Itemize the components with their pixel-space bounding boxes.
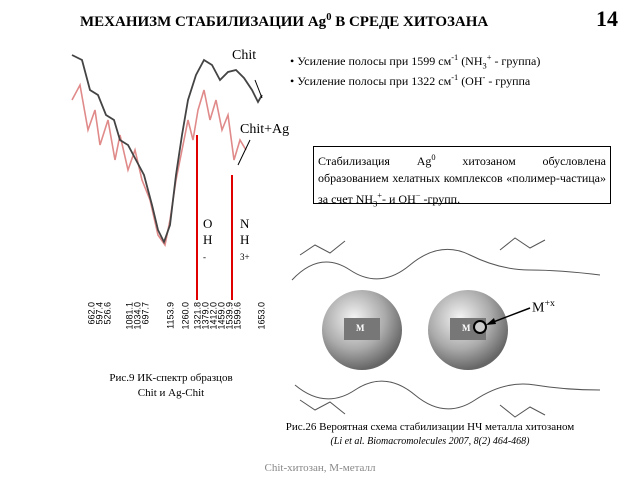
note-box: Стабилизация Ag0 хитозаном обусловлена о…: [313, 146, 611, 208]
text-run: В СРЕДЕ ХИТОЗАНА: [331, 14, 489, 30]
text-run: 0: [431, 153, 436, 162]
caption: Рис.9 ИК-спектр образцов: [109, 372, 233, 384]
text-run: - и OH: [382, 192, 416, 206]
title: МЕХАНИЗМ СТАБИЛИЗАЦИИ Ag0 В СРЕДЕ ХИТОЗА…: [80, 12, 488, 31]
band-label: N: [240, 216, 250, 231]
text-run: (OH: [458, 74, 483, 88]
bullet: Усиление полосы при 1599 см-1 (NH3+ - гр…: [290, 53, 540, 70]
text-run: 3: [482, 61, 487, 71]
footer: Chit-хитозан, М-металл: [264, 462, 376, 474]
text-run: Усиление полосы при 1322 см: [297, 74, 452, 88]
text-run: -: [482, 73, 486, 82]
text-run: - группа): [491, 54, 541, 68]
ion-label: M+x: [532, 298, 555, 317]
wavenumber-label: 662.0: [86, 302, 96, 325]
wavenumber-label: 1459.0: [216, 302, 226, 330]
band-label: H: [240, 232, 249, 247]
particle-label: M: [356, 323, 365, 333]
wavenumber-label: 697.7: [140, 302, 150, 325]
wavenumber-label: 1153.9: [165, 302, 175, 329]
text-run: 0: [326, 12, 332, 23]
band-label: Н: [203, 232, 212, 247]
wavenumber-label: 1260.0: [180, 302, 190, 330]
band-label: -: [203, 252, 206, 262]
band-label: 3+: [240, 252, 250, 262]
wavenumber-label: 1653.0: [256, 302, 266, 330]
wavenumber-label: 1081.1: [124, 302, 134, 330]
reference: (Li et al. Biomacromolecules 2007, 8(2) …: [330, 436, 530, 447]
page-number: 14: [596, 6, 618, 31]
text-run: +x: [544, 298, 555, 309]
core: [344, 318, 380, 340]
particle-label: M: [462, 323, 471, 333]
text-run: хитозаном обусловлена образованием хелат…: [318, 154, 606, 206]
bullet: Усиление полосы при 1322 см-1 (OH- - гру…: [290, 73, 530, 89]
text-run: +: [486, 53, 492, 62]
pointer: [237, 139, 251, 166]
text-run: МЕХАНИЗМ СТАБИЛИЗАЦИИ Ag: [80, 14, 327, 30]
text-run: −: [415, 191, 421, 200]
wavenumber-label: 1599.6: [232, 302, 242, 330]
text-run: - группа: [485, 74, 531, 88]
text-run: -групп.: [420, 192, 461, 206]
text-run: Усиление полосы при 1599 см: [297, 54, 452, 68]
text-run: -1: [451, 53, 459, 62]
text-run: (NH: [458, 54, 483, 68]
wavenumber-label: 1412.0: [208, 302, 218, 330]
band-label: О: [203, 216, 212, 231]
wavenumber-label: 597.4: [94, 302, 104, 325]
ion: [473, 320, 487, 334]
curve-label: Chit+Ag: [240, 122, 290, 137]
pointer: [254, 79, 263, 99]
chit-curve: [71, 54, 263, 245]
arrowhead: [486, 318, 496, 325]
caption: Chit и Ag-Chit: [137, 387, 205, 399]
wavenumber-label: 526.6: [102, 302, 112, 325]
text-run: +: [377, 191, 383, 200]
text-run: 3: [373, 199, 378, 209]
scheme: [291, 237, 601, 418]
text-run: Стабилизация Ag: [318, 154, 432, 168]
wavenumber-label: 1379.0: [200, 302, 210, 330]
text-run: M: [532, 300, 545, 316]
chit-ag-curve: [71, 82, 247, 247]
text-run: -1: [451, 73, 459, 82]
caption: Рис.26 Вероятная схема стабилизации НЧ м…: [285, 421, 575, 433]
curve-label: Chit: [232, 48, 257, 63]
wavenumber-label: 1539.9: [224, 302, 234, 330]
wavenumber-label: 1321.8: [192, 302, 202, 330]
wavenumber-label: 1034.0: [132, 302, 142, 330]
